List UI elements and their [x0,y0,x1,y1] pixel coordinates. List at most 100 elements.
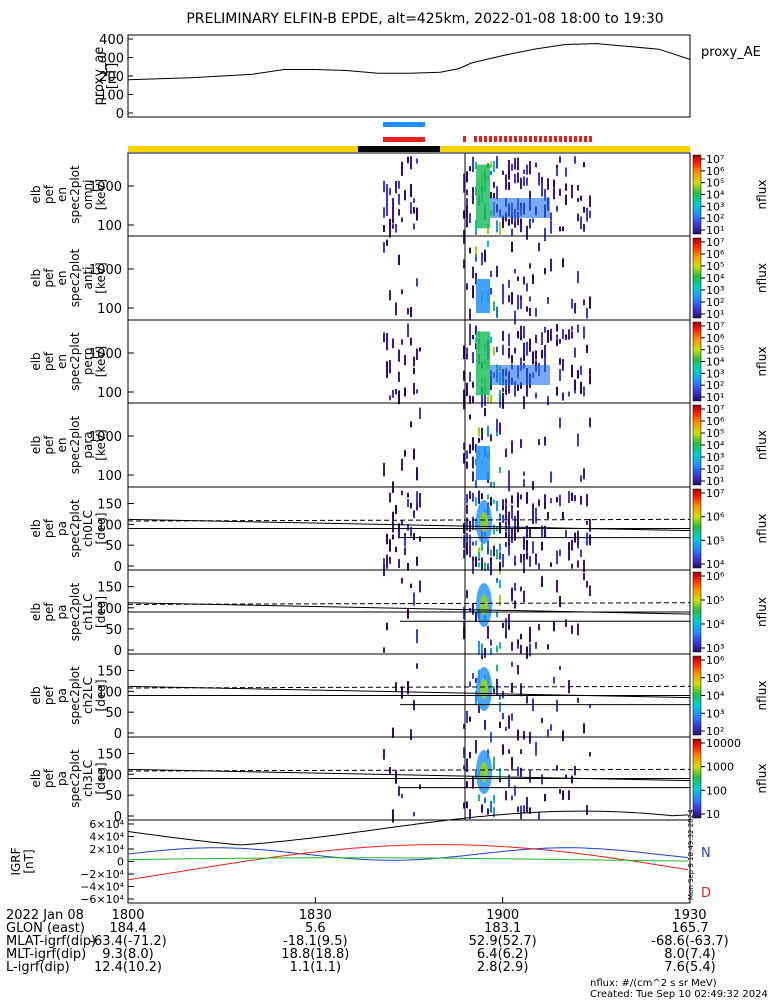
footer-row-value: 6.4(6.2) [477,947,529,962]
spec-cell [416,503,418,511]
spec-cell [589,296,591,309]
panel-ylabel-line: elb [29,352,43,370]
spec-cell [508,715,510,729]
panel-ylabel-line: en [55,438,69,453]
spec-cell [517,211,519,226]
tick-label: 0 [117,856,124,869]
spec-cell [541,717,543,724]
footer-row-label: MLT-igrf(dip) [6,947,86,962]
spec-cell [541,525,543,538]
spec-cell [526,525,528,539]
spec-cell [481,493,483,500]
spec-cell [484,647,486,658]
spec-cell [386,622,388,631]
spec-cell [508,533,510,546]
spec-cell [389,188,391,196]
colorbar-label: nflux [755,263,769,293]
spec-cell [562,392,564,401]
spec-cell [490,647,492,656]
spec-burst [476,445,490,481]
spec-cell [586,805,588,816]
spec-cell [490,434,492,442]
colorbar [692,571,702,653]
spec-cell [463,626,465,640]
spec-burst [480,679,488,699]
spec-cell [514,515,516,530]
spec-cell [496,527,498,532]
footer-row-value: 1830 [299,908,332,923]
panel-ylabel-line: pef [42,184,56,204]
spec-cell [398,209,400,216]
spec-cell [577,697,579,703]
colorbar-tick-label: 10⁷ [706,153,724,166]
colorbar-tick-label: 10⁵ [706,344,724,357]
spec-cell [392,198,394,208]
spec-cell [529,628,531,643]
colorbar-tick-label: 10² [706,212,724,225]
spec-cell [472,156,474,167]
spec-cell [517,729,519,741]
spec-cell [514,268,516,274]
spec-cell [544,326,546,333]
spec-cell [559,358,561,365]
spec-cell [490,336,492,344]
spec-cell [475,325,477,336]
red-tick-mark [514,136,517,142]
spec-cell [413,592,415,606]
tick-label: 0 [114,727,122,742]
colorbar-tick-label: 10³ [706,707,724,720]
ae-tick-label: 100 [99,89,124,104]
colorbar-tick-label: 10⁴ [706,272,725,285]
spec-cell [559,226,561,232]
spec-cell [499,702,501,712]
spec-cell [490,800,492,813]
spec-cell [475,556,477,567]
spec-cell [499,642,501,649]
spec-cell [574,302,576,314]
colorbar-label: nflux [755,430,769,460]
footer-row-value: -18.1(9.5) [283,934,347,949]
spec-cell [478,794,480,802]
spec-cell [463,210,465,219]
spec-cell [484,719,486,730]
spec-cell [577,213,579,222]
spec-cell [556,579,558,593]
spec-cell [571,539,573,551]
colorbar-tick-label: 10² [706,725,724,738]
spec-cell [556,334,558,341]
spec-cell [466,504,468,514]
spec-burst [476,278,490,314]
spec-cell [469,371,471,382]
spec-cell [568,542,570,551]
spec-cell [490,557,492,567]
spec-cell [469,681,471,687]
spec-cell [538,811,540,820]
spec-cell [463,173,465,182]
spec-cell [520,178,522,190]
spec-cell [463,353,465,360]
spec-cell [463,747,465,758]
colorbar-tick-label: 10³ [706,284,724,297]
ae-ylabel: proxy_ae[nT] [92,47,120,106]
colorbar-tick-label: 10⁵ [706,672,724,685]
colorbar-tick-label: 10¹ [706,391,724,404]
igrf-ylabel-line: [nT] [22,849,36,873]
spectrogram-panel-omni: 1000100elbpefenspec2plotomni[keV]10⁷10⁶1… [29,152,769,244]
spec-cell [541,544,543,551]
spec-cell [520,684,522,697]
colorbar-tick-label: 1000 [706,761,734,774]
spec-cell [392,338,394,349]
ae-tick-label: 0 [116,107,124,122]
spec-cell [577,271,579,284]
spec-cell [398,390,400,405]
footer-row-value: 183.1 [484,921,521,936]
black-status-bar [358,146,440,152]
tick-label: 0 [114,560,122,575]
spec-cell [523,536,525,550]
spec-cell [392,511,394,521]
spec-cell [469,331,471,346]
spec-cell [487,425,489,437]
panel-ylabel: elbpefpaspec2plotch0LC[deg] [29,499,108,558]
spec-cell [568,790,570,801]
spec-cell [562,359,564,371]
